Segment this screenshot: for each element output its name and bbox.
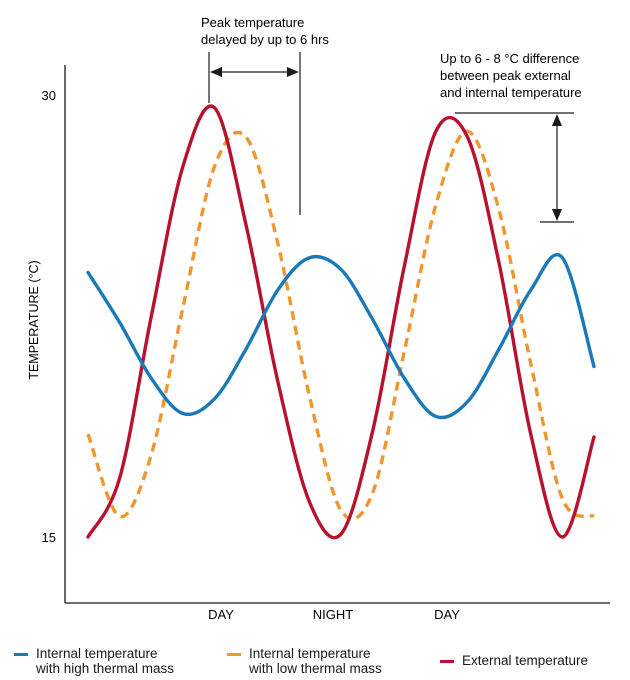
series-line-high-thermal-mass (86, 253, 596, 420)
difference-annotation: Up to 6 - 8 °C difference between peak e… (440, 51, 582, 223)
legend-swatch-external (440, 660, 454, 663)
x-label-day-1: DAY (208, 607, 234, 622)
delay-arrow-head-right (287, 67, 299, 77)
y-tick-label-bottom: 15 (42, 530, 56, 545)
legend-swatch-high-mass (14, 653, 28, 656)
difference-annotation-line-2: between peak external (440, 68, 571, 83)
delay-annotation-line-1: Peak temperature (201, 15, 304, 30)
delay-annotation-line-2: delayed by up to 6 hrs (201, 32, 329, 47)
series-group (86, 104, 596, 540)
x-label-night: NIGHT (313, 607, 354, 622)
x-label-day-2: DAY (434, 607, 460, 622)
legend-label-low-mass: Internal temperature with low thermal ma… (249, 646, 382, 676)
difference-annotation-line-3: and internal temperature (440, 85, 582, 100)
series-line-low-thermal-mass (86, 129, 595, 521)
delay-arrow-head-left (210, 67, 222, 77)
legend-label-external: External temperature (462, 653, 589, 668)
difference-arrow-head-top (552, 114, 562, 126)
legend-label-high-mass: Internal temperature with high thermal m… (36, 646, 175, 676)
difference-annotation-line-1: Up to 6 - 8 °C difference (440, 51, 579, 66)
legend-swatch-low-mass (227, 653, 241, 656)
y-axis-title: TEMPERATURE (°C) (27, 260, 41, 379)
difference-arrow-head-bottom (552, 209, 562, 221)
delay-annotation: Peak temperature delayed by up to 6 hrs (201, 15, 329, 215)
series-line-external (86, 104, 596, 540)
y-tick-label-top: 30 (42, 88, 56, 103)
